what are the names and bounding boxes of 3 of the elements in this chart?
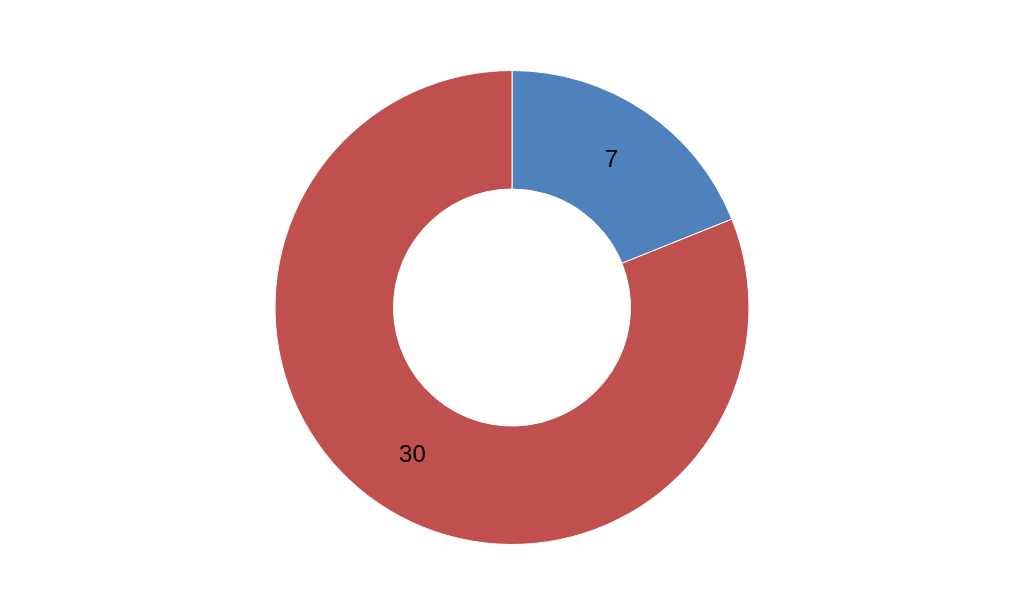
data-label: 7 bbox=[604, 145, 619, 173]
data-label: 30 bbox=[399, 439, 426, 467]
donut-slice bbox=[274, 70, 750, 545]
